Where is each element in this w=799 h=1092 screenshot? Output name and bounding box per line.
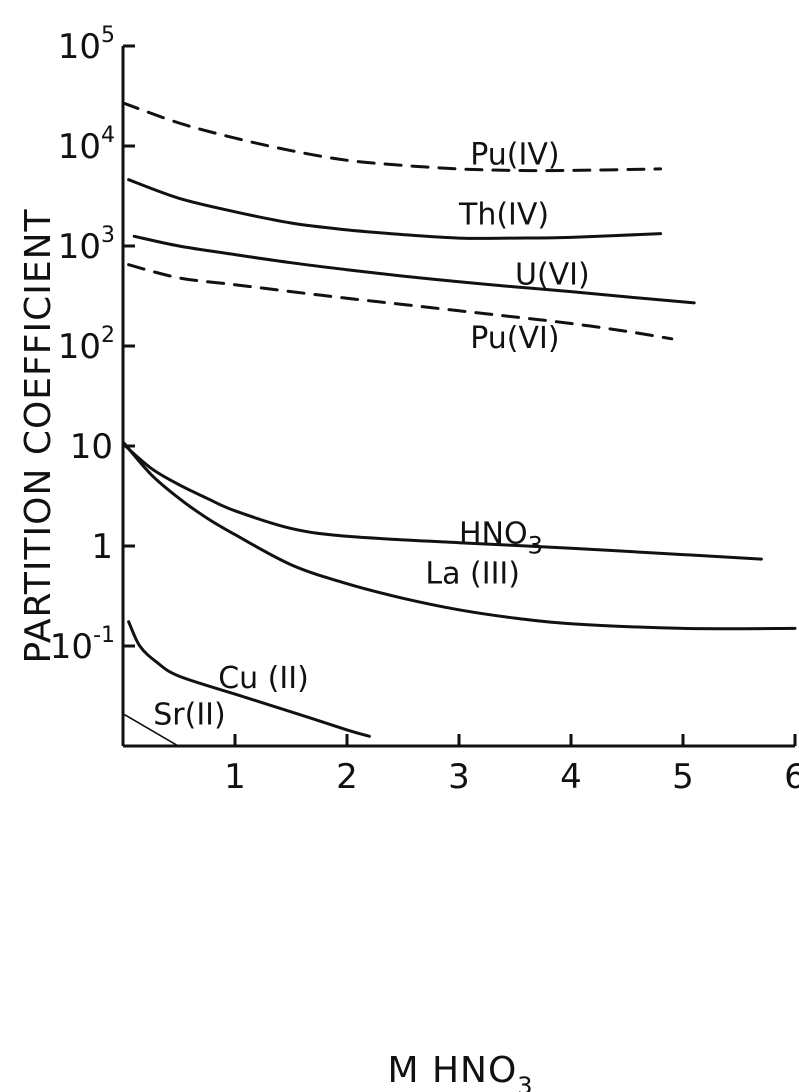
series-label-la-iii: La (III) xyxy=(425,557,520,592)
x-tick-label-2: 2 xyxy=(336,757,358,797)
series-line-pu-vi xyxy=(127,263,674,341)
y-tick-label-5: 1 xyxy=(91,527,113,567)
series-line-th-iv xyxy=(127,178,663,240)
series-line-cu-ii xyxy=(127,620,371,738)
x-axis-title-main: M HNO xyxy=(387,1050,517,1091)
x-tick-label-5: 5 xyxy=(672,757,694,797)
y-tick-label-2: 103 xyxy=(58,223,115,267)
x-axis-title: M HNO3 xyxy=(387,1050,532,1092)
x-tick-label-6: 6 xyxy=(784,757,799,797)
curves-layer xyxy=(121,101,797,748)
series-line-sr-ii xyxy=(122,712,180,748)
series-label-cu-ii: Cu (II) xyxy=(218,661,309,696)
y-axis-title: PARTITION COEFFICIENT xyxy=(18,208,59,663)
series-label-u-vi: U(VI) xyxy=(515,258,590,293)
series-label-pu-iv: Pu(IV) xyxy=(470,138,559,173)
y-tick-label-1: 104 xyxy=(58,123,115,167)
y-tick-label-6: 10-1 xyxy=(50,623,115,667)
axes-layer xyxy=(121,46,795,748)
series-label-pu-vi: Pu(VI) xyxy=(470,321,559,356)
x-tick-label-1: 1 xyxy=(224,757,246,797)
series-line-hno3 xyxy=(121,442,763,561)
series-label-sr-ii: Sr(II) xyxy=(153,697,225,732)
y-tick-label-0: 105 xyxy=(58,23,115,67)
x-tick-label-3: 3 xyxy=(448,757,470,797)
x-tick-label-4: 4 xyxy=(560,757,582,797)
series-line-u-vi xyxy=(132,234,696,305)
series-label-th-iv: Th(IV) xyxy=(458,197,549,232)
series-label-hno3: HNO3 xyxy=(459,516,543,559)
series-line-la-iii xyxy=(121,440,797,631)
y-tick-label-3: 102 xyxy=(58,323,115,367)
y-tick-label-4: 10 xyxy=(70,427,113,467)
series-line-pu-iv xyxy=(121,101,663,173)
x-axis-title-subscript: 3 xyxy=(517,1072,532,1092)
